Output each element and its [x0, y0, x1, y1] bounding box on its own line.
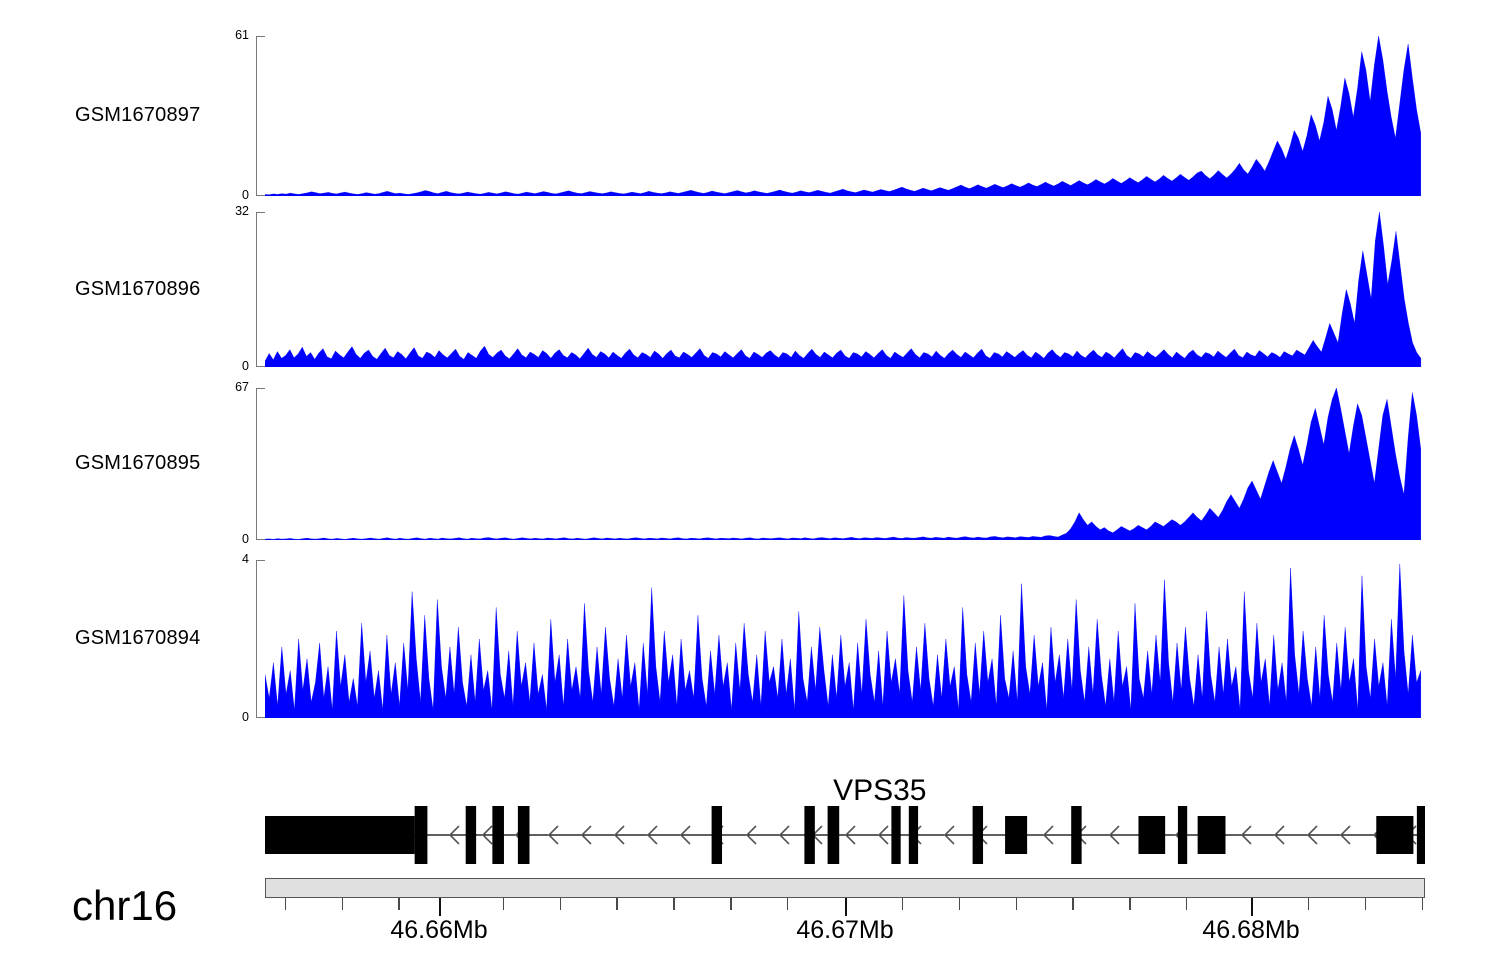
- strand-arrow-left-icon: [1339, 825, 1351, 845]
- exon-utr-block: [1005, 816, 1028, 854]
- exon-coding-block: [972, 806, 984, 864]
- strand-arrow-left-icon: [1042, 825, 1054, 845]
- exon-coding-block: [465, 806, 477, 864]
- track-plot-area[interactable]: [265, 560, 1425, 718]
- strand-arrow-left-icon: [844, 825, 856, 845]
- strand-arrow-left-icon: [613, 825, 625, 845]
- ruler-tick-minor: [730, 898, 732, 910]
- exon-utr-block: [265, 816, 415, 854]
- strand-arrow-left-icon: [547, 825, 559, 845]
- track-axis-bracket: [256, 560, 265, 718]
- axis-max-label: 4: [242, 552, 249, 566]
- gene-model-track[interactable]: VPS35: [0, 760, 1500, 875]
- strand-arrow-left-icon: [448, 825, 460, 845]
- strand-arrow-left-icon: [877, 825, 889, 845]
- ruler-tick-minor: [901, 898, 904, 910]
- ruler-tick-minor: [616, 898, 618, 910]
- ruler-tick-minor: [787, 898, 789, 910]
- axis-min-label: 0: [242, 359, 249, 373]
- exon-utr-block: [1138, 816, 1166, 854]
- axis-max-label: 61: [235, 28, 249, 42]
- ruler-coordinate-label: 46.68Mb: [1202, 916, 1300, 944]
- ruler-tick-minor: [398, 898, 400, 910]
- ruler-tick-major: [845, 898, 847, 916]
- ruler-tick-minor: [284, 898, 287, 910]
- exon-coding-block: [492, 806, 504, 864]
- track-axis-bracket: [256, 36, 265, 196]
- exon-coding-block: [414, 806, 428, 864]
- strand-arrow-left-icon: [481, 825, 493, 845]
- coordinate-ruler: chr16 46.66Mb 46.67Mb 46.68Mb: [0, 876, 1500, 976]
- ruler-ticks: [265, 898, 1425, 916]
- track-label: GSM1670897: [75, 104, 201, 126]
- ruler-tick-minor: [1129, 898, 1131, 910]
- ruler-coordinate-label: 46.67Mb: [796, 916, 894, 944]
- ruler-tick-minor: [341, 898, 343, 910]
- ruler-tick-major: [1251, 898, 1253, 916]
- strand-arrow-left-icon: [778, 825, 790, 845]
- strand-arrow-left-icon: [943, 825, 955, 845]
- exon-coding-block: [711, 806, 723, 864]
- ruler-tick-minor: [958, 898, 961, 910]
- exon-coding-block: [804, 806, 815, 864]
- ruler-tick-minor: [1072, 898, 1074, 910]
- track-label: GSM1670896: [75, 277, 201, 300]
- exon-coding-block: [908, 806, 919, 864]
- strand-arrow-left-icon: [679, 825, 691, 845]
- axis-max-label: 32: [235, 204, 249, 218]
- ruler-tick-minor: [1015, 898, 1017, 910]
- gene-name-text: VPS35: [833, 774, 927, 807]
- axis-min-label: 0: [242, 710, 249, 724]
- ruler-tick-minor: [1364, 898, 1367, 910]
- strand-arrow-left-icon: [1108, 825, 1120, 845]
- axis-min-label: 0: [242, 532, 249, 546]
- track-axis-bracket: [256, 388, 265, 540]
- track-label: GSM1670895: [75, 452, 201, 474]
- gene-model-svg: [265, 806, 1425, 864]
- track-axis-bracket: [256, 212, 265, 367]
- exon-coding-block: [891, 806, 901, 864]
- ruler-tick-major: [439, 898, 441, 916]
- exon-utr-block: [1197, 816, 1226, 854]
- exon-coding-block: [827, 806, 840, 864]
- ruler-tick-minor: [673, 898, 675, 910]
- ruler-tick-minor: [559, 898, 562, 910]
- scale-bar[interactable]: [265, 878, 1425, 898]
- strand-arrow-left-icon: [1306, 825, 1318, 845]
- ruler-tick-minor: [1421, 898, 1423, 910]
- ruler-tick-minor: [502, 898, 505, 910]
- exon-utr-block: [1376, 816, 1414, 854]
- track-label: GSM1670894: [75, 627, 201, 649]
- exon-coding-block: [1071, 806, 1082, 864]
- ruler-tick-minor: [1186, 898, 1188, 910]
- track-plot-area[interactable]: [265, 212, 1425, 367]
- track-plot-area[interactable]: [265, 388, 1425, 540]
- exon-coding-block: [517, 806, 530, 864]
- ruler-tick-minor: [1307, 898, 1310, 910]
- strand-arrow-left-icon: [646, 825, 658, 845]
- strand-arrow-left-icon: [1240, 825, 1252, 845]
- chromosome-label: chr16: [72, 882, 178, 929]
- exon-coding-block: [1416, 806, 1425, 864]
- axis-min-label: 0: [242, 188, 249, 202]
- strand-arrow-left-icon: [745, 825, 757, 845]
- strand-arrow-left-icon: [580, 825, 592, 845]
- strand-arrow-left-icon: [1273, 825, 1285, 845]
- axis-max-label: 67: [235, 380, 249, 394]
- exon-coding-block: [1177, 806, 1188, 864]
- track-plot-area[interactable]: [265, 36, 1425, 196]
- ruler-coordinate-label: 46.66Mb: [390, 916, 488, 944]
